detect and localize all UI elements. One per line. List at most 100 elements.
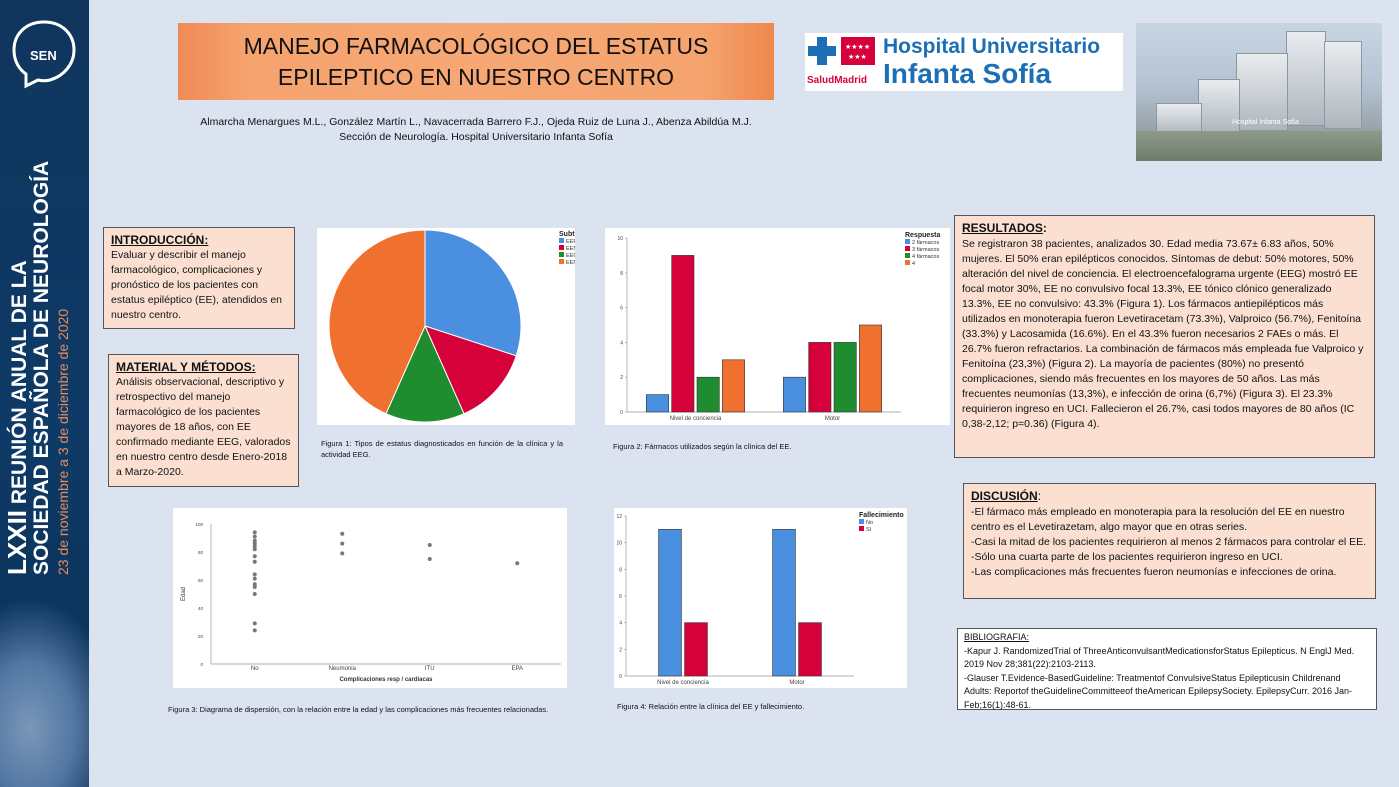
scatter-point	[252, 621, 257, 626]
y-tick-label: 0	[619, 674, 622, 680]
scatter-point	[427, 543, 432, 547]
scatter-point	[252, 554, 257, 559]
congress-dates: 23 de noviembre a 3 de diciembre de 2020	[55, 308, 71, 575]
discusion-heading: DISCUSIÓN	[971, 489, 1038, 503]
bar	[833, 342, 857, 413]
scatter-point	[252, 538, 257, 543]
bar	[646, 394, 669, 413]
introduccion-heading: INTRODUCCIÓN:	[111, 233, 209, 247]
legend-title: Subtipo	[559, 231, 575, 238]
figure-3-scatter-chart: 0 20 40 60 80 100 No Neumonia ITU EPA Complicacion…	[173, 508, 567, 688]
x-tick-label: Nivel de conciencia	[670, 416, 722, 422]
bibliografia-box: BIBLIOGRAFIA: -Kapur J. RandomizedTrial …	[957, 628, 1377, 710]
salud-madrid-text: SaludMadrid	[807, 75, 867, 86]
legend-label: 4	[912, 261, 915, 267]
authors: Almarcha Menargues M.L., González Martín…	[200, 116, 752, 128]
figure-2-caption: Figura 2: Fármacos utilizados según la c…	[613, 442, 792, 451]
legend-label: 3 fármacos	[912, 247, 939, 253]
salud-madrid-label: SaludMadrid	[807, 75, 868, 86]
affiliation: Sección de Neurología. Hospital Universi…	[339, 131, 613, 143]
scatter-point	[252, 592, 257, 596]
legend-title: Fallecimiento	[859, 512, 904, 519]
resultados-text: Se registraron 38 pacientes, analizados …	[962, 238, 1364, 430]
resultados-heading: RESULTADOS	[962, 221, 1043, 235]
svg-text:★★★★: ★★★★	[845, 43, 870, 51]
figure-1-pie-chart: SubtipoEEFMEENCEEGEENC	[317, 228, 575, 425]
bibliografia-ref: -Kapur J. RandomizedTrial of ThreeAntico…	[964, 645, 1355, 670]
congress-line2: SOCIEDAD ESPAÑOLA DE NEUROLOGÍA	[30, 160, 53, 575]
scatter-point	[252, 559, 257, 564]
salud-madrid-icon: ★★★★ ★★★	[808, 37, 875, 65]
legend-swatch	[905, 246, 910, 251]
scatter-point	[252, 576, 257, 581]
scatter-point	[340, 551, 345, 556]
bar	[722, 359, 745, 413]
bar	[658, 529, 682, 677]
scatter-point	[252, 544, 257, 549]
scatter-point	[252, 547, 257, 552]
bar	[859, 324, 882, 413]
legend-swatch	[905, 260, 910, 265]
y-tick-label: 0	[620, 410, 623, 416]
material-box: MATERIAL Y MÉTODOS: Análisis observacion…	[108, 354, 299, 487]
y-tick-label: 60	[198, 578, 204, 583]
scatter-chart-svg: 0 20 40 60 80 100 No Neumonia ITU EPA Complicacion…	[181, 522, 561, 683]
scatter-point	[252, 585, 257, 589]
title-line1: MANEJO FARMACOLÓGICO DEL ESTATUS	[243, 32, 709, 59]
scatter-point	[252, 572, 257, 577]
bar	[772, 529, 796, 677]
discusion-item: -Sólo una cuarta parte de los pacientes …	[971, 551, 1283, 563]
scatter-point	[340, 531, 345, 536]
legend-title: Respuesta	[905, 232, 941, 239]
legend-label: 2 fármacos	[912, 240, 939, 246]
y-tick-label: 10	[616, 541, 622, 547]
title-line2: EPILEPTICO EN NUESTRO CENTRO	[277, 63, 675, 90]
y-tick-label: 80	[198, 550, 204, 555]
hospital-photo: Hospital Infanta Sofía	[1136, 23, 1382, 161]
sen-logo-text: SEN	[30, 48, 57, 63]
x-tick-label: ITU	[425, 666, 435, 672]
bar	[684, 622, 708, 677]
legend-swatch	[859, 526, 864, 531]
legend-label: EEFM	[566, 239, 575, 245]
introduccion-text: Evaluar y describir el manejo farmacológ…	[111, 249, 283, 321]
scatter-point	[427, 557, 432, 561]
bar	[808, 342, 832, 413]
bar	[783, 376, 806, 413]
scatter-point	[252, 628, 257, 633]
legend-label: EENC	[566, 260, 575, 266]
hospital-logo: ★★★★ ★★★ SaludMadrid Hospital Universita…	[805, 33, 1123, 91]
pie-slice	[385, 324, 465, 423]
x-axis-label: Complicaciones resp / cardiacas	[339, 677, 433, 683]
y-tick-label: 100	[195, 522, 203, 527]
legend-label: No	[866, 520, 873, 526]
bibliografia-ref: -Glauser T.Evidence-BasedGuideline: Trea…	[964, 672, 1353, 710]
legend-swatch	[559, 238, 564, 243]
bar-chart-drugs-svg: 0 2 4 6 8 10 Nivel de conciencia Motor Respuesta…	[617, 232, 941, 422]
figure-3-caption: Figura 3: Diagrama de dispersión, con la…	[168, 705, 549, 714]
material-heading: MATERIAL Y MÉTODOS:	[116, 360, 256, 374]
bar-chart-death-svg: 0 2 4 6 8 10 12 Nivel de conciencia Motor Falleci…	[616, 512, 904, 686]
y-tick-label: 8	[620, 271, 623, 277]
y-tick-label: 8	[619, 567, 622, 573]
x-tick-label: No	[251, 666, 259, 672]
introduccion-box: INTRODUCCIÓN: Evaluar y describir el man…	[103, 227, 295, 329]
y-tick-label: 2	[619, 647, 622, 653]
sen-logo: SEN	[8, 18, 80, 90]
y-tick-label: 4	[620, 340, 623, 346]
scatter-point	[340, 541, 345, 546]
brain-illustration	[0, 597, 89, 787]
svg-text:★★★: ★★★	[848, 53, 867, 61]
scatter-point	[252, 582, 257, 587]
y-tick-label: 6	[619, 594, 622, 600]
discusion-item: -Las complicaciones más frecuentes fuero…	[971, 566, 1337, 578]
legend-swatch	[559, 252, 564, 257]
hospital-name-line2: Infanta Sofía	[883, 58, 1052, 89]
legend-label: EENC	[566, 246, 575, 252]
y-tick-label: 10	[617, 236, 623, 242]
legend-label: 4 fármacos	[912, 254, 939, 260]
x-tick-label: Motor	[789, 680, 804, 686]
legend-label: EEG	[566, 253, 575, 259]
poster-title: MANEJO FARMACOLÓGICO DEL ESTATUS EPILEPT…	[178, 23, 774, 100]
legend-swatch	[859, 519, 864, 524]
